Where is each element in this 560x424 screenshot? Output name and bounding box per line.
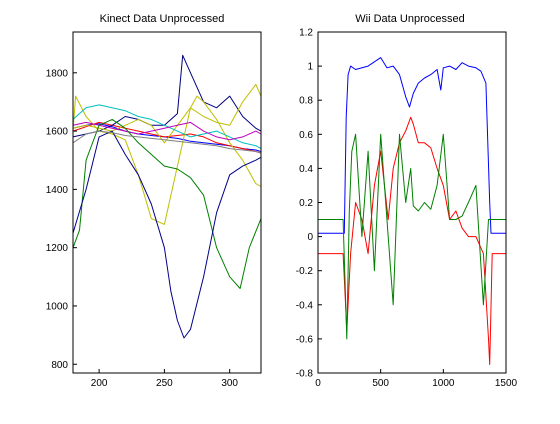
kinect-y-tick-label: 1600 — [46, 127, 69, 138]
kinect-x-tick-label: 300 — [221, 378, 238, 389]
wii-y-tick-label: -0.2 — [296, 266, 314, 277]
kinect-y-tick-label: 1000 — [46, 301, 69, 312]
wii-y-tick-label: 0.2 — [299, 198, 313, 209]
kinect-x-tick-label: 200 — [91, 378, 108, 389]
wii-y-tick-label: 0.6 — [299, 130, 313, 141]
kinect-y-tick-label: 1200 — [46, 243, 69, 254]
wii-series-line-1 — [318, 57, 506, 234]
wii-chart-title: Wii Data Unprocessed — [355, 13, 464, 25]
wii-series-line-3 — [318, 133, 506, 340]
wii-y-tick-label: 1.2 — [299, 28, 313, 39]
wii-y-tick-label: -0.4 — [296, 300, 314, 311]
wii-x-tick-label: 1500 — [495, 378, 518, 389]
kinect-ticks: 200 250 300 800 1000 1200 1400 1600 1800 — [46, 68, 239, 389]
kinect-series-line-10 — [72, 130, 262, 154]
wii-y-tick-label: 0.4 — [299, 164, 313, 175]
wii-y-tick-label: 0 — [307, 232, 313, 243]
kinect-series-line-5 — [72, 84, 262, 144]
kinect-series-line-7 — [72, 121, 262, 141]
wii-x-tick-label: 0 — [315, 378, 321, 389]
kinect-series-line-2 — [72, 121, 262, 154]
kinect-axes-frame — [72, 31, 262, 374]
kinect-y-tick-label: 800 — [51, 360, 68, 371]
wii-ticks: 0 500 1000 1500 -0.8 -0.6 -0.4 -0.2 0 0.2 0.4 0.6 0.… — [296, 28, 518, 390]
kinect-series-group — [72, 54, 262, 339]
kinect-y-tick-label: 1800 — [46, 68, 69, 79]
kinect-series-line-4 — [72, 95, 262, 225]
wii-y-tick-label: 1 — [307, 62, 313, 73]
kinect-panel: Kinect Data Unprocessed 200 250 300 800 1000… — [46, 13, 262, 389]
wii-series-line-2 — [318, 116, 506, 365]
wii-x-tick-label: 500 — [372, 378, 389, 389]
wii-x-tick-label: 1000 — [432, 378, 455, 389]
kinect-x-tick-label: 250 — [156, 378, 173, 389]
kinect-y-tick-label: 1400 — [46, 185, 69, 196]
wii-y-tick-label: 0.8 — [299, 96, 313, 107]
wii-y-tick-label: -0.6 — [296, 334, 314, 345]
kinect-series-line-8 — [72, 118, 262, 289]
wii-y-tick-label: -0.8 — [296, 369, 314, 380]
wii-panel: Wii Data Unprocessed 0 500 1000 1500 -0.8 -0.… — [296, 13, 518, 389]
kinect-series-line-9 — [72, 130, 262, 339]
kinect-series-line-6 — [72, 104, 262, 150]
kinect-chart-title: Kinect Data Unprocessed — [100, 13, 225, 25]
wii-series-group — [318, 57, 506, 365]
